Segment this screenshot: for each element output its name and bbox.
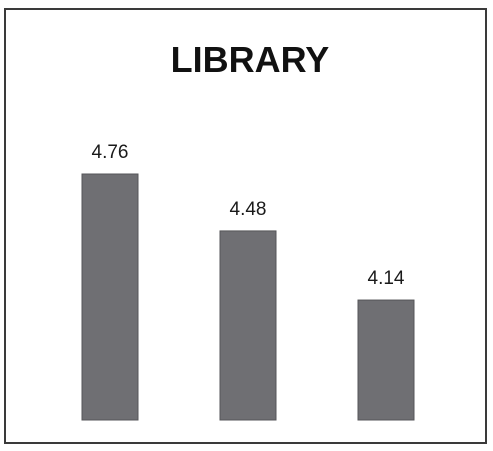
bar-2 [219, 230, 277, 421]
chart-title: LIBRARY [171, 39, 330, 80]
value-label-3: 4.14 [368, 268, 405, 289]
bar-3 [357, 299, 415, 421]
value-label-2: 4.48 [230, 199, 267, 220]
bar-1 [81, 173, 139, 421]
value-labels-group: 4.76 4.48 4.14 [92, 142, 405, 289]
bars-group [81, 173, 415, 421]
value-label-1: 4.76 [92, 142, 129, 163]
